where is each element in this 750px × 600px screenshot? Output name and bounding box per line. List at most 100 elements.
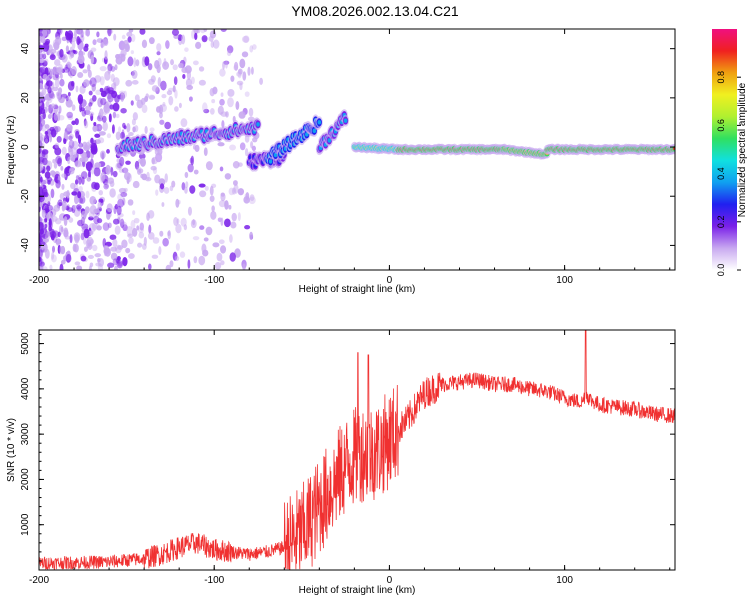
spectrogram-noise-cell (220, 92, 224, 97)
spectrogram-noise-cell (88, 102, 93, 107)
spectrogram-noise-cell (229, 144, 237, 151)
spectrogram-noise-cell (44, 204, 50, 214)
spectrogram-noise-cell (109, 180, 115, 188)
spectrogram-noise-cell (220, 192, 226, 202)
spectrogram-noise-cell (102, 121, 108, 132)
spectrogram-noise-cell (214, 261, 222, 270)
spectrogram-xtick-label: -100 (204, 275, 224, 286)
spectrogram-frame (38, 28, 676, 271)
spectrogram-noise-cell (56, 29, 61, 35)
spectrogram-noise-cell (55, 179, 61, 189)
spectrogram-noise-cell (231, 212, 237, 222)
spectrogram-noise-cell (47, 50, 51, 56)
spectrogram-noise-cell (96, 218, 103, 224)
spectrogram-noise-cell (244, 148, 249, 157)
spectrogram-noise-cell (41, 187, 48, 197)
spectrogram-noise-cell (46, 165, 51, 172)
spectrogram-noise-cell (39, 106, 43, 116)
spectrogram-noise-cell (39, 122, 43, 132)
spectrogram-noise-cell (82, 69, 88, 74)
spectrogram-noise-cell (130, 50, 135, 55)
spectrogram-noise-cell (107, 65, 111, 75)
spectrogram-noise-cell (144, 125, 148, 134)
spectrogram-noise-cell (79, 51, 86, 56)
spectrogram-noise-cell (44, 124, 50, 129)
spectrogram-noise-cell (66, 30, 74, 41)
spectrogram-noise-cell (61, 183, 65, 190)
spectrogram-noise-cell (85, 141, 91, 151)
spectrogram-noise-cell (85, 29, 90, 37)
spectrogram-noise-cell (203, 147, 208, 157)
spectrogram-noise-cell (168, 95, 174, 106)
spectrogram-noise-cell (202, 102, 208, 113)
spectrogram-noise-cell (234, 248, 241, 258)
spectrogram-noise-cell (86, 236, 94, 247)
spectrogram-noise-cell (132, 210, 136, 216)
spectrogram-noise-cell (251, 44, 257, 50)
spectrogram-noise-cell (44, 137, 50, 144)
spectrogram-noise-cell (61, 146, 67, 155)
spectrogram-noise-cell (63, 227, 69, 235)
spectrogram-noise-cell (86, 176, 92, 182)
spectrogram-noise-cell (149, 127, 155, 132)
spectrogram-noise-cell (119, 131, 126, 140)
spectrogram-noise-cell (128, 131, 134, 137)
spectrogram-noise-cell (112, 102, 120, 112)
spectrogram-noise-cell (220, 217, 224, 226)
spectrogram-noise-cell (251, 145, 256, 152)
spectrogram-noise-cell (66, 111, 74, 119)
spectrogram-noise-cell (164, 121, 172, 130)
spectrogram-ylabel: Frequency (Hz) (6, 116, 17, 185)
spectrogram-noise-cell (193, 256, 198, 264)
spectrogram-noise-cell (83, 120, 89, 129)
spectrogram-noise-cell (201, 35, 208, 43)
spectrogram-noise-cell (111, 124, 115, 134)
spectrogram-noise-cell (134, 160, 140, 170)
spectrogram-noise-cell (252, 137, 258, 143)
spectrogram-noise-cell (96, 225, 102, 231)
spectrogram-noise-cell (89, 205, 97, 215)
spectrogram-noise-cell (62, 67, 71, 73)
spectrogram-noise-cell (46, 29, 51, 35)
spectrogram-noise-cell (209, 195, 215, 203)
spectrogram-noise-cell (73, 243, 79, 253)
spectrogram-noise-cell (248, 196, 256, 205)
spectrogram-noise-cell (102, 237, 107, 248)
spectrogram-noise-cell (79, 103, 83, 113)
spectrogram-noise-cell (67, 92, 71, 97)
spectrogram-noise-cell (75, 85, 79, 93)
spectrogram-noise-cell (74, 29, 77, 40)
spectrogram-noise-cell (127, 56, 134, 67)
spectrogram-noise-cell (41, 51, 47, 59)
spectrogram-noise-cell (88, 216, 94, 221)
spectrogram-noise-cell (42, 61, 48, 67)
spectrogram-noise-cell (219, 98, 225, 106)
spectrogram-noise-cell (186, 70, 192, 81)
spectrogram-noise-cell (63, 216, 68, 227)
spectrogram-noise-cell (221, 120, 225, 129)
spectrogram-noise-cell (131, 80, 139, 85)
spectrogram-noise-cell (39, 267, 43, 270)
spectrogram-noise-cell (49, 264, 53, 270)
spectrogram-noise-cell (155, 189, 159, 196)
spectrogram-noise-cell (47, 179, 51, 185)
spectrogram-noise-cell (177, 199, 181, 205)
spectrogram-noise-cell (71, 155, 75, 162)
spectrogram-noise-cell (172, 64, 178, 71)
spectrogram-noise-cell (55, 239, 60, 246)
spectrogram-noise-cell (74, 234, 80, 244)
spectrogram-noise-cell (58, 202, 63, 207)
spectrogram-noise-cell (58, 114, 65, 121)
spectrogram-noise-cell (74, 261, 81, 266)
spectrogram-noise-cell (75, 175, 80, 180)
spectrogram-noise-cell (39, 259, 43, 267)
spectrogram-noise-cell (137, 168, 142, 175)
spectrogram-noise-cell (75, 204, 82, 210)
spectrogram-noise-cell (44, 248, 50, 259)
spectrogram-noise-cell (53, 204, 61, 212)
spectrogram-noise-cell (103, 103, 111, 114)
spectrogram-noise-cell (242, 263, 246, 270)
spectrogram-noise-cell (238, 111, 246, 119)
spectrogram-noise-cell (59, 192, 65, 200)
spectrogram-noise-cell (133, 217, 140, 224)
